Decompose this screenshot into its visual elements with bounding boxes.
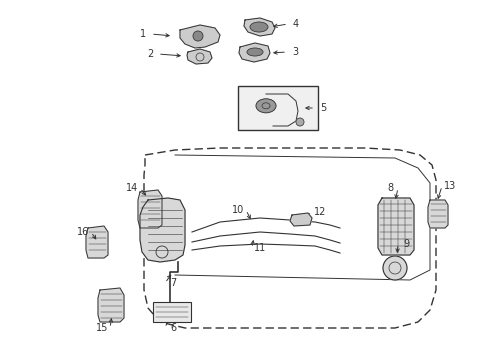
Ellipse shape bbox=[249, 22, 267, 32]
Text: 1: 1 bbox=[140, 29, 146, 39]
Text: 15: 15 bbox=[96, 323, 108, 333]
Text: 2: 2 bbox=[146, 49, 153, 59]
Ellipse shape bbox=[246, 48, 263, 56]
Bar bbox=[238, 86, 317, 130]
Circle shape bbox=[295, 118, 304, 126]
Polygon shape bbox=[140, 198, 184, 262]
Polygon shape bbox=[289, 213, 311, 226]
Text: 5: 5 bbox=[319, 103, 325, 113]
Polygon shape bbox=[180, 25, 220, 48]
Polygon shape bbox=[377, 198, 413, 255]
Text: 6: 6 bbox=[170, 323, 176, 333]
Text: 3: 3 bbox=[291, 47, 298, 57]
Polygon shape bbox=[186, 49, 212, 64]
Text: 4: 4 bbox=[292, 19, 299, 29]
Polygon shape bbox=[244, 18, 274, 36]
Circle shape bbox=[193, 31, 203, 41]
Text: 12: 12 bbox=[313, 207, 325, 217]
Text: 9: 9 bbox=[402, 239, 408, 249]
Polygon shape bbox=[86, 226, 108, 258]
Text: 10: 10 bbox=[231, 205, 244, 215]
Text: 11: 11 bbox=[253, 243, 265, 253]
Polygon shape bbox=[138, 190, 162, 228]
Text: 16: 16 bbox=[77, 227, 89, 237]
Polygon shape bbox=[239, 43, 269, 62]
Ellipse shape bbox=[256, 99, 275, 113]
Text: 13: 13 bbox=[443, 181, 455, 191]
Text: 7: 7 bbox=[169, 278, 176, 288]
Polygon shape bbox=[98, 288, 124, 322]
Text: 8: 8 bbox=[386, 183, 392, 193]
Bar bbox=[153, 302, 191, 322]
Circle shape bbox=[382, 256, 406, 280]
Text: 14: 14 bbox=[125, 183, 138, 193]
Polygon shape bbox=[427, 200, 447, 228]
